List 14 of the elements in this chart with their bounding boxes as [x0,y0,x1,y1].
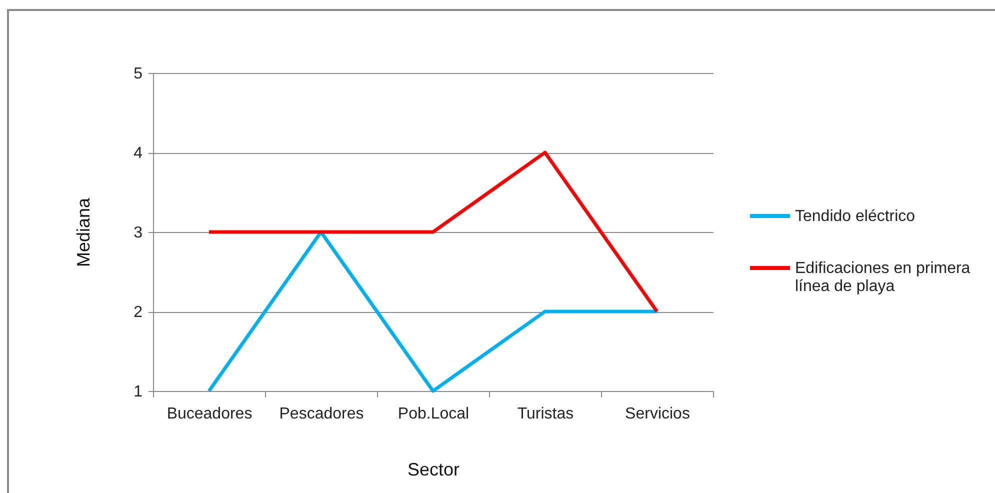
legend-label: Edificaciones en primera línea de playa [795,260,970,295]
x-tick-label: Servicios [625,406,690,422]
x-tick-label: Pescadores [279,406,364,422]
x-axis-title: Sector [407,460,460,480]
x-tick-label: Pob.Local [398,406,470,422]
y-tick-label: 2 [134,304,143,321]
y-axis-title: Mediana [74,196,94,268]
y-tick-label: 5 [134,66,143,82]
x-tick-label: Buceadores [166,406,252,422]
y-tick-label: 3 [134,224,143,242]
x-tick-label: Turistas [517,406,574,422]
y-tick-label: 1 [134,384,143,400]
y-tick-label: 4 [134,145,143,162]
legend-label: Tendido eléctrico [795,208,916,225]
